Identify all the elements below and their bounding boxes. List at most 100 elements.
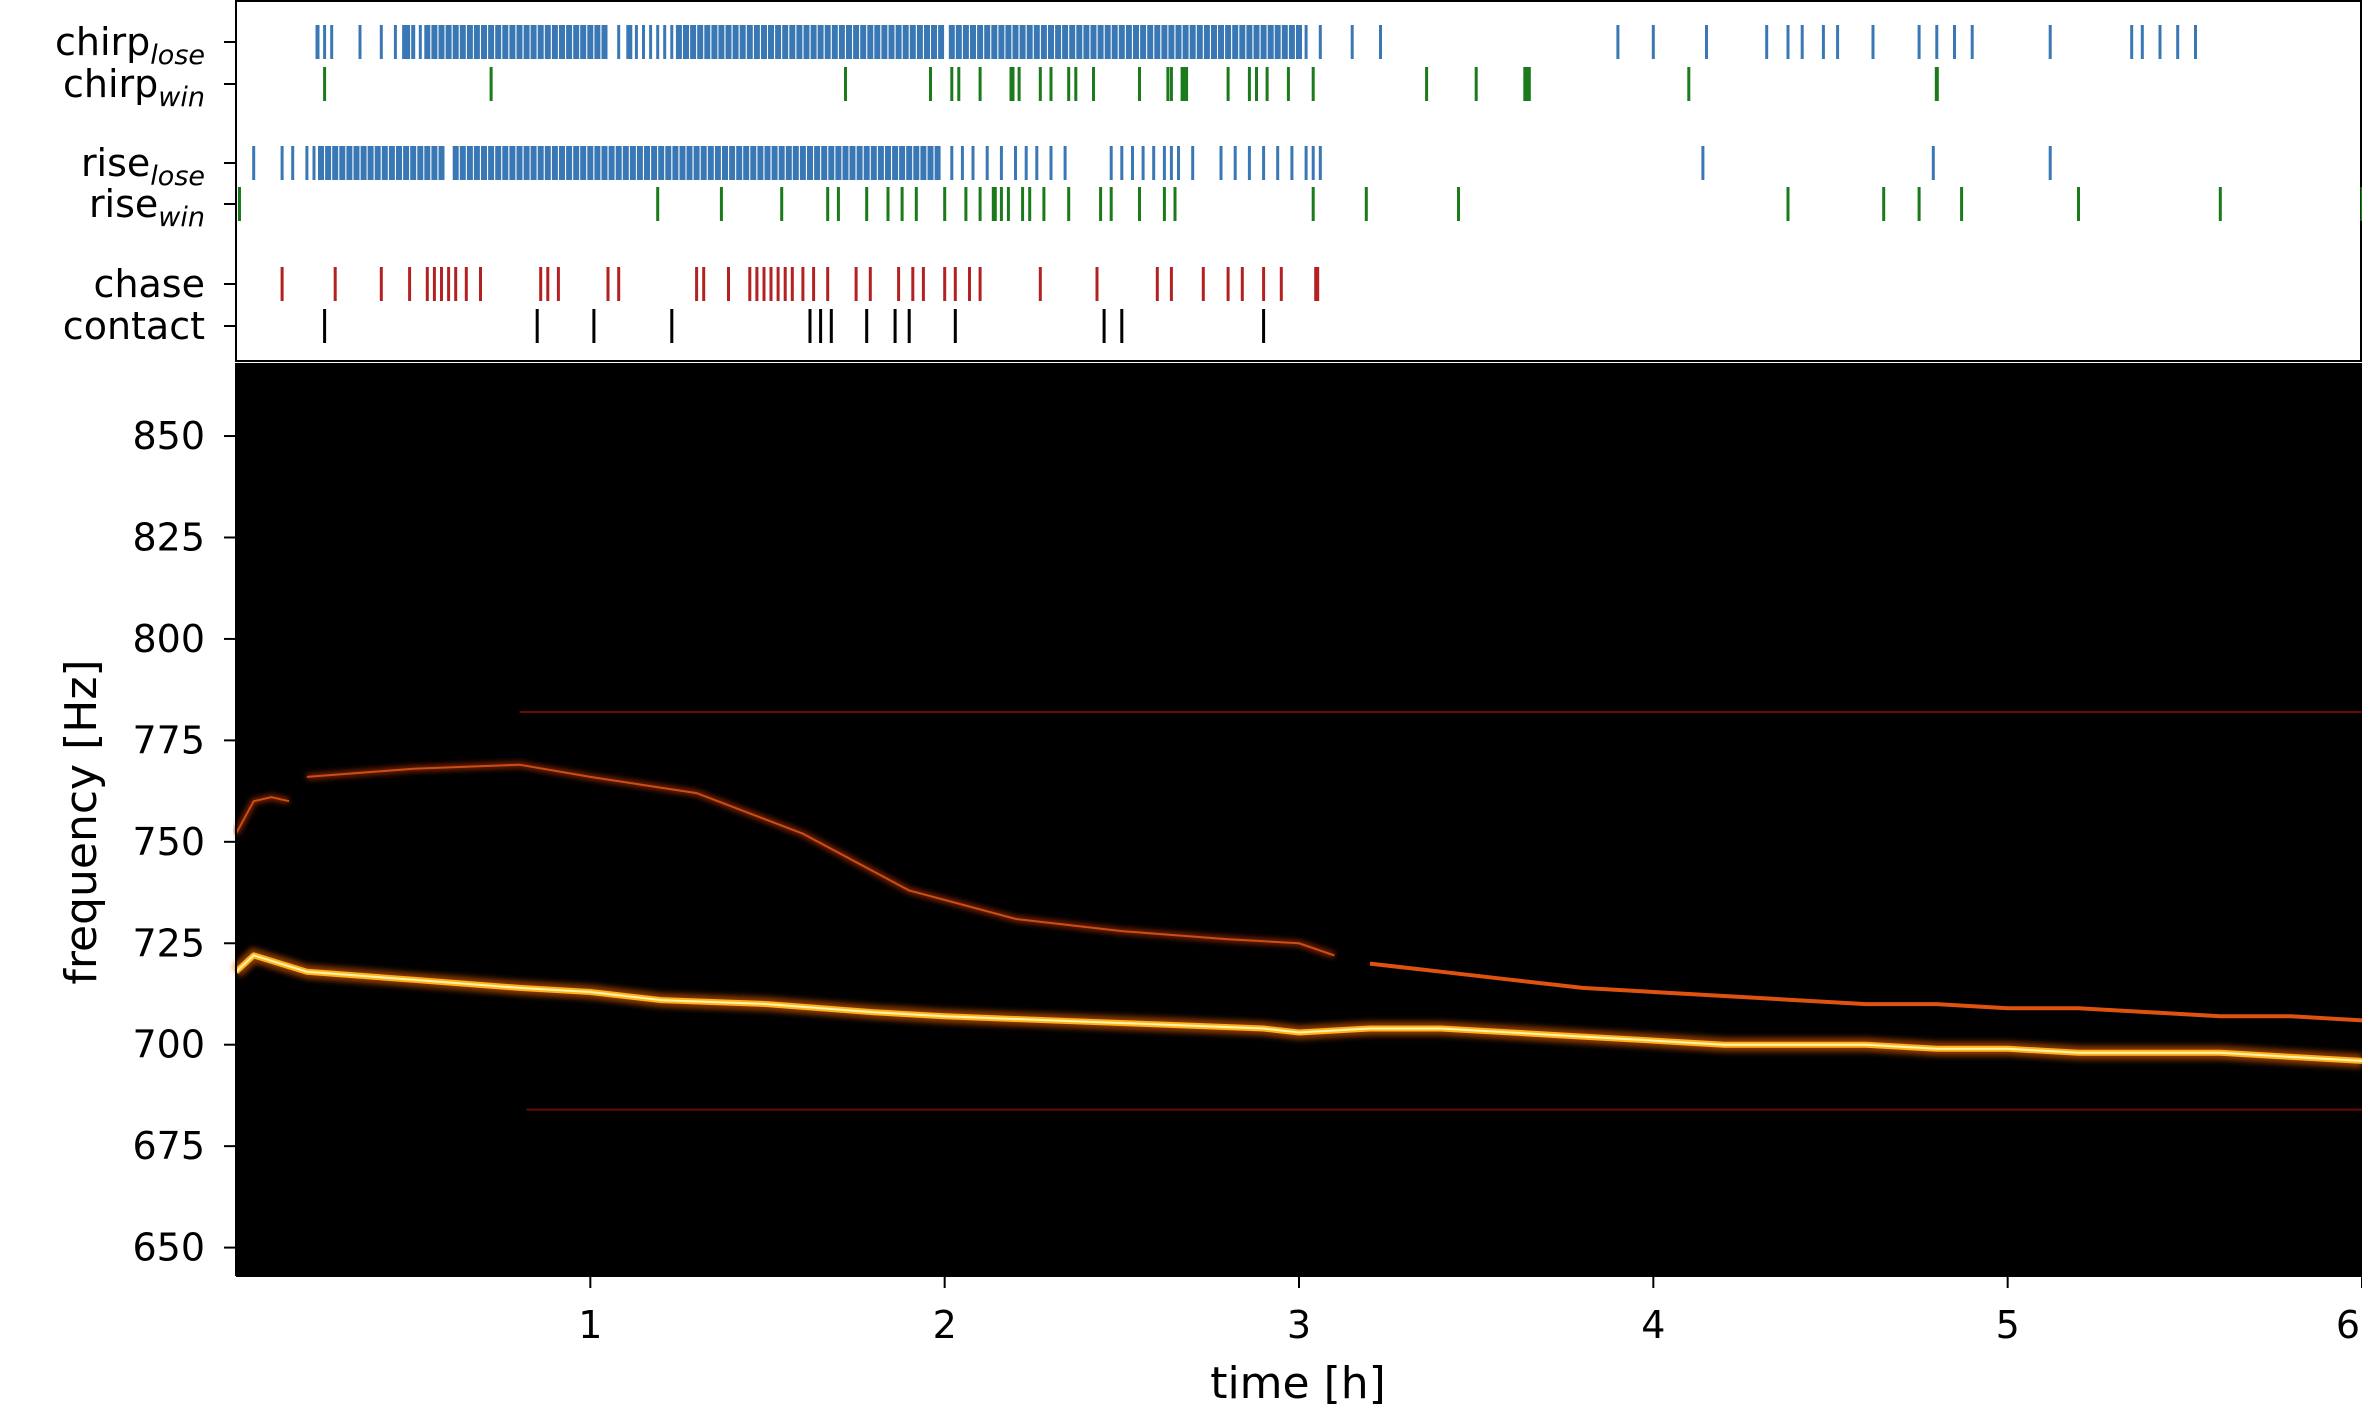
spectrogram-x-axis: 1 2 3 4 5 6 [236,1275,2362,1347]
x-tick-label: 5 [1996,1303,2020,1347]
event-mark [1364,187,1368,221]
event-mark [714,146,721,180]
event-mark [739,25,746,59]
event-mark [1014,146,1017,180]
event-mark [634,25,638,59]
event-mark [1260,25,1267,59]
event-mark [1960,187,1964,221]
event-mark [1226,67,1230,101]
event-mark [743,146,750,180]
event-mark [810,25,817,59]
event-mark [828,146,835,180]
event-mark [280,146,284,180]
event-mark [580,146,587,180]
raster-row-label-subscript: win [158,82,205,113]
x-tick-label: 6 [2336,1303,2360,1347]
event-mark [551,25,558,59]
event-mark [1076,25,1083,59]
event-mark [1099,187,1103,221]
event-mark [393,25,397,59]
event-mark [874,25,881,59]
event-mark [544,25,551,59]
event-mark [819,309,823,343]
event-mark [452,146,459,180]
event-mark [238,187,241,221]
event-mark [695,267,699,301]
event-mark [431,25,438,59]
raster-row-label: chase [94,262,205,306]
event-mark [683,25,689,59]
event-mark [780,187,784,221]
event-mark [642,25,645,59]
event-mark [388,146,395,180]
event-mark [764,146,771,180]
event-mark [280,267,284,301]
event-mark [1281,25,1288,59]
event-mark [464,267,468,301]
y-tick-label: 850 [132,414,205,458]
event-mark [1211,25,1217,59]
event-mark [670,25,674,59]
event-mark [1125,25,1132,59]
event-mark [608,146,615,180]
event-mark [1005,25,1012,59]
event-mark [686,146,693,180]
event-mark [1035,146,1039,180]
event-mark [1267,25,1274,59]
event-mark [622,146,629,180]
event-mark [1311,146,1315,180]
event-mark [665,146,672,180]
event-mark [931,25,937,59]
raster-row-label-main: rise [81,141,150,185]
event-mark [353,146,360,180]
event-mark [736,146,743,180]
event-mark [899,146,906,180]
event-mark [425,267,429,301]
event-mark [921,267,925,301]
event-mark [831,25,838,59]
event-mark [750,146,757,180]
event-mark [1040,25,1047,59]
event-mark [2158,25,2162,59]
event-mark [318,146,324,180]
event-mark [1120,146,1124,180]
frequency-trace-faint-core [306,763,1335,957]
event-mark [1379,25,1382,59]
event-mark [953,309,957,343]
event-mark [950,67,954,101]
event-mark [509,25,516,59]
event-mark [846,25,852,59]
event-mark [675,25,682,59]
event-mark [509,146,516,180]
event-mark [1314,267,1320,301]
event-mark [1038,267,1042,301]
event-mark [305,146,309,180]
event-mark [783,267,787,301]
event-mark [920,146,927,180]
event-mark [479,267,482,301]
event-mark [367,146,374,180]
raster-row-chase [280,267,1320,301]
event-mark [1189,25,1196,59]
event-mark [1009,67,1015,101]
event-mark [1457,187,1460,221]
event-mark [1290,146,1294,180]
raster-row-label: contact [63,304,205,348]
event-mark [826,187,830,221]
event-mark [1246,25,1253,59]
raster-row-chirp-lose [315,25,2197,59]
event-mark [1049,146,1053,180]
event-mark [488,25,495,59]
event-mark [379,25,383,59]
event-mark [346,146,353,180]
event-mark [757,146,764,180]
event-mark [1970,25,1974,59]
event-mark [438,25,445,59]
event-mark [801,267,805,301]
event-mark [617,267,621,301]
event-mark [1183,67,1189,101]
event-mark [530,146,537,180]
event-mark [315,25,320,59]
event-mark [1318,25,1322,59]
event-mark [601,146,608,180]
